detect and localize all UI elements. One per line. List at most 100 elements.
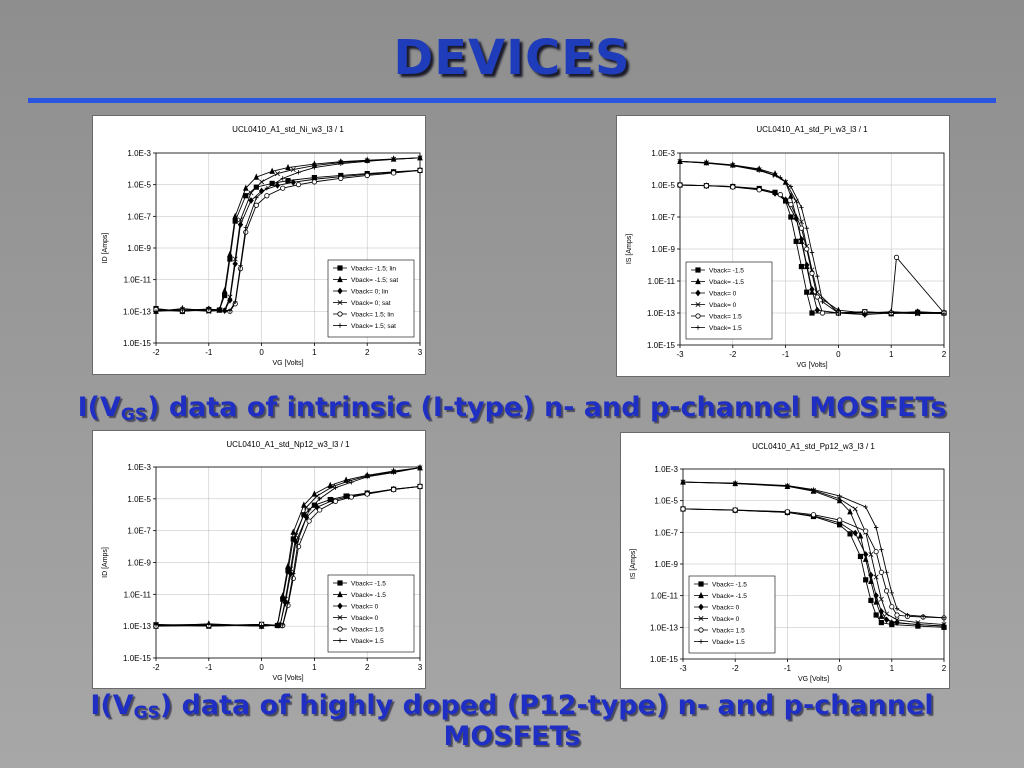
data-point [349,480,354,485]
data-point [348,494,354,500]
data-point [333,485,338,490]
legend: Vback= -1.5 Vback= -1.5 Vback= 0 Vback= 0 Vb… [685,261,773,340]
y-tick-label: 1.0E-9 [127,244,151,253]
data-point [757,168,762,173]
legend-label: Vback= 1.5 [351,627,384,634]
data-point [793,238,799,244]
y-tick-label: 1.0E-13 [123,307,152,316]
legend-marker [698,639,704,644]
legend-box [327,259,415,338]
legend-marker [337,602,343,610]
data-point [863,577,869,583]
data-point [804,225,809,231]
series-line [682,481,945,619]
x-axis-label: VG [Volts] [272,675,303,682]
legend-marker [695,313,701,319]
data-point [837,517,843,523]
series-line [155,486,421,627]
x-tick-label: -1 [784,664,792,673]
data-point [390,487,397,493]
data-point [733,480,738,486]
chart-title: UCL0410_A1_std_Np12_w3_l3 / 1 [226,440,350,449]
data-point [306,518,312,524]
data-point [290,167,296,173]
caption-intrinsic-subscript: GS [120,405,148,425]
y-tick-label: 1.0E-9 [127,559,151,568]
legend: Vback= -1.5 Vback= -1.5 Vback= 0 Vback= 0 Vb… [688,575,776,654]
data-point [391,157,396,162]
data-point [878,608,885,615]
data-point [915,310,920,316]
legend-marker [698,603,704,611]
data-point [820,299,825,305]
legend-entry: Vback= 0 [333,602,379,611]
data-point [809,310,815,316]
legend-marker [337,300,343,305]
series-line [155,157,421,312]
y-tick-label: 1.0E-5 [127,495,151,504]
legend-label: Vback= -1.5 [709,279,744,286]
series-6 [153,465,423,628]
legend-entry: Vback= 0; lin [333,287,389,296]
legend-marker [337,287,343,295]
data-point [837,496,843,502]
x-tick-label: -1 [782,350,790,359]
legend-label: Vback= -1.5; lin [351,266,396,273]
x-tick-label: 2 [365,663,370,672]
data-point [804,289,810,295]
caption-doped-prefix: I(V [90,690,134,721]
legend-label: Vback= -1.5; sat [351,277,398,284]
y-tick-label: 1.0E-15 [650,655,679,664]
data-point [868,597,874,604]
data-point [810,512,817,518]
data-point [227,256,233,262]
data-point [703,183,710,189]
data-point [290,528,297,535]
data-point [785,483,790,488]
data-point [920,614,926,619]
x-tick-label: 1 [889,350,894,359]
series-6 [680,479,947,621]
legend-marker [337,311,343,317]
x-tick-label: -2 [152,348,160,357]
data-point [317,507,323,513]
caption-intrinsic-text: ) data of intrinsic (I-type) n- and p-ch… [147,392,947,423]
caption-intrinsic-prefix: I(V [77,392,121,423]
y-axis-label: IS [Amps] [630,549,637,579]
data-point [233,299,238,305]
data-point [873,612,879,618]
chart-np12: UCL0410_A1_std_Np12_w3_l3 / 1 -2 -1 0 1 2 3 1.0… [102,440,423,682]
x-tick-label: 3 [418,663,423,672]
legend-entry: Vback= -1.5; sat [333,275,398,284]
y-tick-label: 1.0E-5 [654,497,678,506]
legend-marker [695,302,701,307]
x-axis-label: VG [Volts] [272,360,303,367]
legend-entry: Vback= -1.5 [333,590,386,599]
data-point [153,309,159,314]
y-tick-label: 1.0E-7 [127,527,151,536]
data-point [873,592,879,599]
data-point [888,618,895,626]
legend-label: Vback= 0 [709,291,737,298]
data-point [784,509,790,515]
data-point [788,214,794,220]
x-tick-label: -1 [205,348,213,357]
data-point [242,184,249,191]
series-5 [153,483,423,629]
data-point [799,205,804,210]
data-point [889,310,894,315]
caption-doped-text: ) data of highly doped (P12-type) n- and… [159,690,934,721]
series-line [155,169,421,312]
series-5 [153,167,423,314]
data-point [296,170,301,175]
data-point [788,201,794,208]
data-point [889,604,895,610]
legend-entry: Vback= 1.5 [691,325,742,332]
legend-entry: Vback= 0 [691,289,737,298]
legend-label: Vback= -1.5 [709,268,744,275]
y-tick-label: 1.0E-3 [651,149,675,158]
legend-marker [695,277,701,285]
y-tick-label: 1.0E-11 [651,592,679,601]
data-point [777,192,783,198]
y-tick-label: 1.0E-13 [647,309,676,318]
